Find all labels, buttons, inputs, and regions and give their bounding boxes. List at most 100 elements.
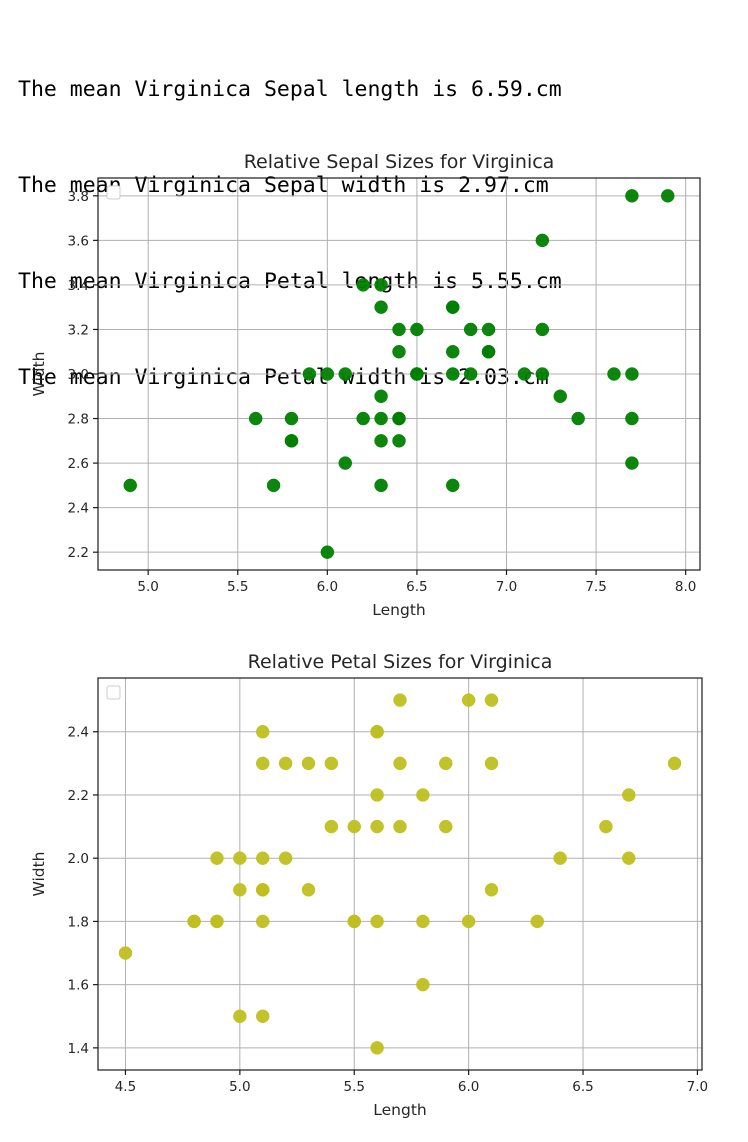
petal-y-axis-label: Width bbox=[30, 851, 48, 896]
petal-points bbox=[118, 693, 682, 1055]
x-tick-label: 4.5 bbox=[115, 1079, 136, 1095]
x-tick-label: 7.5 bbox=[585, 579, 606, 595]
x-tick-label: 6.5 bbox=[406, 579, 427, 595]
petal-data-point bbox=[461, 693, 476, 707]
sepal-data-point bbox=[374, 478, 388, 493]
petal-plot-frame bbox=[97, 677, 703, 1071]
sepal-legend-box bbox=[106, 185, 121, 200]
petal-data-point bbox=[255, 883, 270, 897]
petal-grid bbox=[98, 678, 702, 1070]
petal-data-point bbox=[667, 756, 682, 771]
sepal-x-axis-label: Length bbox=[372, 601, 425, 619]
sepal-data-point bbox=[374, 278, 388, 292]
petal-data-point bbox=[187, 914, 201, 929]
sepal-chart-title: Relative Sepal Sizes for Virginica bbox=[244, 151, 555, 173]
x-tick-label: 7.0 bbox=[496, 579, 517, 595]
petal-data-point bbox=[393, 756, 407, 771]
sepal-data-point bbox=[392, 344, 406, 359]
sepal-data-point bbox=[446, 367, 460, 381]
sepal-data-point bbox=[535, 233, 550, 248]
petal-data-point bbox=[370, 914, 384, 929]
sepal-y-axis-label: Width bbox=[30, 351, 48, 396]
petal-data-point bbox=[393, 693, 407, 707]
petal-data-point bbox=[233, 883, 247, 897]
sepal-data-point bbox=[320, 367, 335, 381]
petal-data-point bbox=[393, 819, 407, 834]
sepal-data-point bbox=[338, 367, 352, 381]
petal-data-point bbox=[255, 1009, 270, 1024]
sepal-data-point bbox=[625, 189, 639, 203]
petal-scatter-chart: Relative Petal Sizes for Virginica 4.5 5.0… bbox=[30, 651, 708, 1119]
petal-data-point bbox=[484, 756, 499, 771]
y-tick-label: 3.2 bbox=[68, 322, 89, 338]
sepal-data-point bbox=[625, 456, 639, 470]
sepal-data-point bbox=[481, 322, 496, 337]
sepal-data-point bbox=[266, 478, 281, 493]
petal-data-point bbox=[118, 946, 133, 960]
output-line: The mean Virginica Petal length is 5.55.… bbox=[18, 269, 562, 294]
petal-data-point bbox=[255, 914, 270, 929]
x-tick-label: 5.5 bbox=[344, 1079, 365, 1095]
sepal-data-point bbox=[607, 367, 621, 381]
sepal-data-point bbox=[338, 456, 352, 470]
petal-data-point bbox=[416, 977, 430, 992]
output-line: The mean Virginica Sepal length is 6.59.… bbox=[18, 77, 562, 102]
sepal-data-point bbox=[374, 411, 388, 426]
petal-data-point bbox=[439, 819, 453, 834]
petal-data-point bbox=[324, 756, 339, 771]
petal-data-point bbox=[278, 851, 293, 865]
petal-data-point bbox=[416, 914, 430, 929]
y-tick-label: 1.6 bbox=[68, 978, 89, 994]
petal-data-point bbox=[599, 819, 613, 834]
petal-data-point bbox=[370, 1041, 384, 1055]
y-tick-label: 3.6 bbox=[68, 233, 89, 249]
sepal-data-point bbox=[284, 411, 299, 426]
petal-data-point bbox=[324, 819, 339, 834]
petal-data-point bbox=[347, 914, 361, 929]
sepal-data-point bbox=[320, 545, 335, 559]
petal-data-point bbox=[530, 914, 545, 929]
sepal-data-point bbox=[661, 189, 675, 203]
petal-chart-title: Relative Petal Sizes for Virginica bbox=[248, 651, 553, 673]
sepal-data-point bbox=[374, 389, 388, 404]
petal-data-point bbox=[278, 756, 293, 771]
sepal-data-point bbox=[392, 322, 406, 337]
x-tick-label: 6.5 bbox=[572, 1079, 593, 1095]
sepal-data-point bbox=[625, 367, 639, 381]
sepal-data-point bbox=[463, 322, 478, 337]
petal-data-point bbox=[255, 851, 270, 865]
sepal-data-point bbox=[410, 367, 424, 381]
y-tick-label: 2.4 bbox=[68, 501, 89, 517]
petal-data-point bbox=[439, 756, 453, 771]
y-tick-label: 2.8 bbox=[68, 412, 89, 428]
petal-data-point bbox=[370, 724, 384, 739]
sepal-data-point bbox=[392, 411, 406, 426]
sepal-data-point bbox=[302, 367, 317, 381]
sepal-data-point bbox=[571, 411, 585, 426]
x-tick-label: 7.0 bbox=[687, 1079, 708, 1095]
y-tick-label: 2.0 bbox=[68, 851, 89, 867]
petal-data-point bbox=[210, 851, 224, 865]
sepal-data-point bbox=[553, 389, 567, 404]
output-line: The mean Virginica Petal width is 2.03.c… bbox=[18, 365, 549, 390]
petal-data-point bbox=[347, 819, 361, 834]
petal-data-point bbox=[255, 756, 270, 771]
petal-x-axis-label: Length bbox=[373, 1101, 426, 1119]
petal-data-point bbox=[622, 851, 636, 865]
sepal-data-point bbox=[517, 367, 532, 381]
petal-data-point bbox=[233, 851, 247, 865]
x-tick-label: 5.0 bbox=[137, 579, 158, 595]
sepal-data-point bbox=[356, 278, 370, 292]
petal-data-point bbox=[370, 819, 384, 834]
petal-data-point bbox=[622, 788, 636, 802]
sepal-data-point bbox=[123, 478, 137, 493]
cell-output: The mean Virginica Sepal length is 6.59.… bbox=[18, 10, 562, 426]
x-tick-label: 6.0 bbox=[317, 579, 338, 595]
sepal-data-point bbox=[535, 367, 550, 381]
y-tick-label: 1.4 bbox=[68, 1041, 89, 1057]
petal-data-point bbox=[553, 851, 567, 865]
y-tick-label: 3.0 bbox=[68, 367, 89, 383]
sepal-data-point bbox=[446, 478, 460, 493]
sepal-data-point bbox=[284, 434, 299, 448]
sepal-data-point bbox=[625, 411, 639, 426]
